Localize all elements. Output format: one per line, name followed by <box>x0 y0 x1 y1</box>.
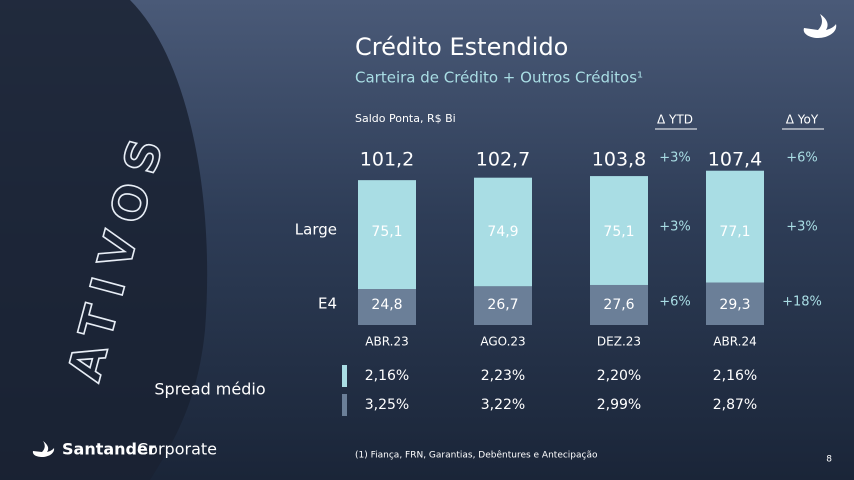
spread-value: 2,16% <box>713 368 757 384</box>
bar-segment <box>358 289 416 325</box>
category-label: AGO.23 <box>480 335 525 349</box>
bar-value-label: 26,7 <box>487 297 518 313</box>
bar-value-label: 75,1 <box>371 224 402 240</box>
row-label: E4 <box>318 295 337 313</box>
spread-title: Spread médio <box>154 380 265 399</box>
bar-segment <box>706 170 764 283</box>
bar-segment <box>474 177 532 287</box>
total-label: 103,8 <box>592 149 646 171</box>
unit-label: Saldo Ponta, R$ Bi <box>355 112 456 125</box>
ytd-value: +3% <box>659 220 691 235</box>
spread-value: 2,23% <box>481 368 525 384</box>
bar-value-label: 77,1 <box>719 224 750 240</box>
bar-segment <box>358 180 416 290</box>
bar-value-label: 27,6 <box>603 297 634 313</box>
ytd-header: Δ YTD <box>657 113 693 127</box>
brand-name: Santander <box>62 440 156 459</box>
total-label: 102,7 <box>476 149 530 171</box>
yoy-value: +18% <box>782 295 822 310</box>
category-label: ABR.24 <box>713 335 756 349</box>
logo-icon <box>803 14 837 38</box>
bar-segment <box>474 286 532 325</box>
category-label: DEZ.23 <box>597 335 641 349</box>
spread-value: 2,87% <box>713 397 757 413</box>
spread-value: 2,20% <box>597 368 641 384</box>
bar-segment <box>590 176 648 285</box>
row-label: Large <box>295 221 337 239</box>
bar-segment <box>590 284 648 325</box>
spread-value: 2,99% <box>597 397 641 413</box>
yoy-value: +6% <box>786 151 818 166</box>
spread-value: 3,25% <box>365 397 409 413</box>
category-label: ABR.23 <box>365 335 408 349</box>
page-number: 8 <box>826 455 832 465</box>
spread-value: 3,22% <box>481 397 525 413</box>
sail-silhouette <box>0 0 208 480</box>
bar-value-label: 29,3 <box>719 297 750 313</box>
title: Crédito Estendido <box>355 33 568 61</box>
brand-suffix: Corporate <box>137 440 217 459</box>
yoy-value: +3% <box>786 220 818 235</box>
spread-marker <box>342 365 347 387</box>
bar-value-label: 75,1 <box>603 224 634 240</box>
ytd-value: +6% <box>659 295 691 310</box>
spread-marker <box>342 394 347 416</box>
yoy-header: Δ YoY <box>786 113 819 127</box>
ytd-value: +3% <box>659 151 691 166</box>
bar-value-label: 24,8 <box>371 297 402 313</box>
footnote: (1) Fiança, FRN, Garantias, Debêntures e… <box>355 450 598 461</box>
spread-value: 2,16% <box>365 368 409 384</box>
subtitle: Carteira de Crédito + Outros Créditos¹ <box>355 69 643 87</box>
total-label: 101,2 <box>360 149 414 171</box>
brand-icon <box>32 441 55 457</box>
total-label: 107,4 <box>708 149 762 171</box>
bar-value-label: 74,9 <box>487 224 518 240</box>
bar-segment <box>706 282 764 325</box>
